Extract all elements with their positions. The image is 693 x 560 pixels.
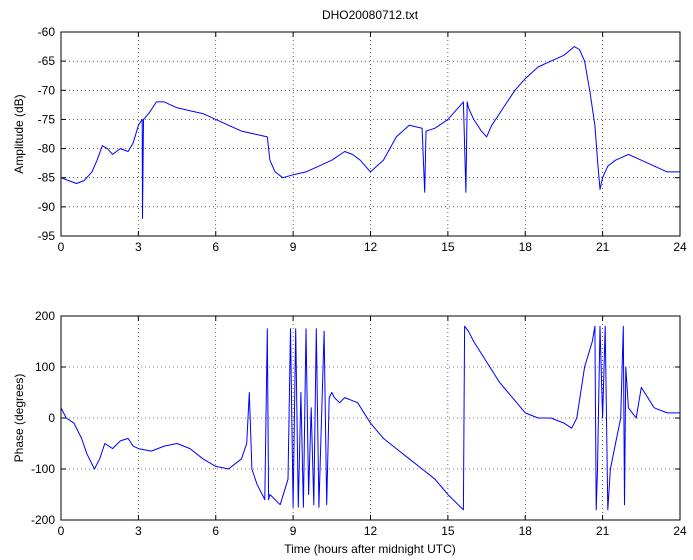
amplitude-x-tick-label: 24 bbox=[673, 240, 687, 254]
amplitude-x-tick-label: 3 bbox=[135, 240, 142, 254]
amplitude-ticks: 0 3 6 9 12 15 18 21 24 -95 -90 -85 -80 -75 -70 -65 -60 bbox=[38, 25, 687, 254]
phase-x-tick-label: 3 bbox=[135, 524, 142, 538]
phase-y-tick-label: 200 bbox=[35, 309, 55, 323]
amplitude-y-tick-label: -75 bbox=[38, 112, 56, 126]
amplitude-series-line bbox=[60, 46, 680, 219]
phase-x-tick-label: 21 bbox=[596, 524, 610, 538]
amplitude-x-tick-label: 12 bbox=[364, 240, 378, 254]
amplitude-axes: 0 3 6 9 12 15 18 21 24 -95 -90 -85 -80 -75 -70 -65 -60 A… bbox=[12, 25, 687, 254]
phase-y-tick-label: -200 bbox=[31, 513, 55, 527]
phase-x-tick-label: 12 bbox=[364, 524, 378, 538]
amplitude-y-tick-label: -70 bbox=[38, 83, 56, 97]
phase-x-tick-label: 0 bbox=[58, 524, 65, 538]
amplitude-x-tick-label: 0 bbox=[58, 240, 65, 254]
phase-x-tick-label: 18 bbox=[519, 524, 533, 538]
amplitude-y-tick-label: -60 bbox=[38, 25, 56, 39]
phase-y-tick-label: -100 bbox=[31, 462, 55, 476]
phase-x-tick-label: 15 bbox=[441, 524, 455, 538]
phase-y-tick-label: 0 bbox=[48, 411, 55, 425]
phase-y-tick-label: 100 bbox=[35, 360, 55, 374]
phase-axes: 0 3 6 9 12 15 18 21 24 -200 -100 0 100 200 Phase (deg… bbox=[12, 309, 687, 538]
amplitude-series bbox=[60, 46, 680, 219]
x-axis-label: Time (hours after midnight UTC) bbox=[284, 542, 456, 556]
phase-y-axis-label: Phase (degrees) bbox=[12, 374, 26, 463]
phase-series-line bbox=[60, 325, 680, 511]
amplitude-x-tick-label: 9 bbox=[290, 240, 297, 254]
phase-series bbox=[60, 325, 680, 511]
amplitude-x-tick-label: 18 bbox=[519, 240, 533, 254]
amplitude-y-axis-label: Amplitude (dB) bbox=[12, 94, 26, 173]
amplitude-y-tick-label: -85 bbox=[38, 171, 56, 185]
amplitude-x-tick-label: 6 bbox=[212, 240, 219, 254]
phase-x-tick-label: 24 bbox=[673, 524, 687, 538]
amplitude-y-tick-label: -80 bbox=[38, 142, 56, 156]
amplitude-y-tick-label: -95 bbox=[38, 229, 56, 243]
phase-x-tick-label: 6 bbox=[212, 524, 219, 538]
phase-x-tick-label: 9 bbox=[290, 524, 297, 538]
amplitude-x-tick-label: 21 bbox=[596, 240, 610, 254]
amplitude-y-tick-label: -90 bbox=[38, 200, 56, 214]
amplitude-x-tick-label: 15 bbox=[441, 240, 455, 254]
figure-title: DHO20080712.txt bbox=[322, 8, 419, 22]
amplitude-y-tick-label: -65 bbox=[38, 54, 56, 68]
phase-ticks: 0 3 6 9 12 15 18 21 24 -200 -100 0 100 200 bbox=[31, 309, 687, 538]
